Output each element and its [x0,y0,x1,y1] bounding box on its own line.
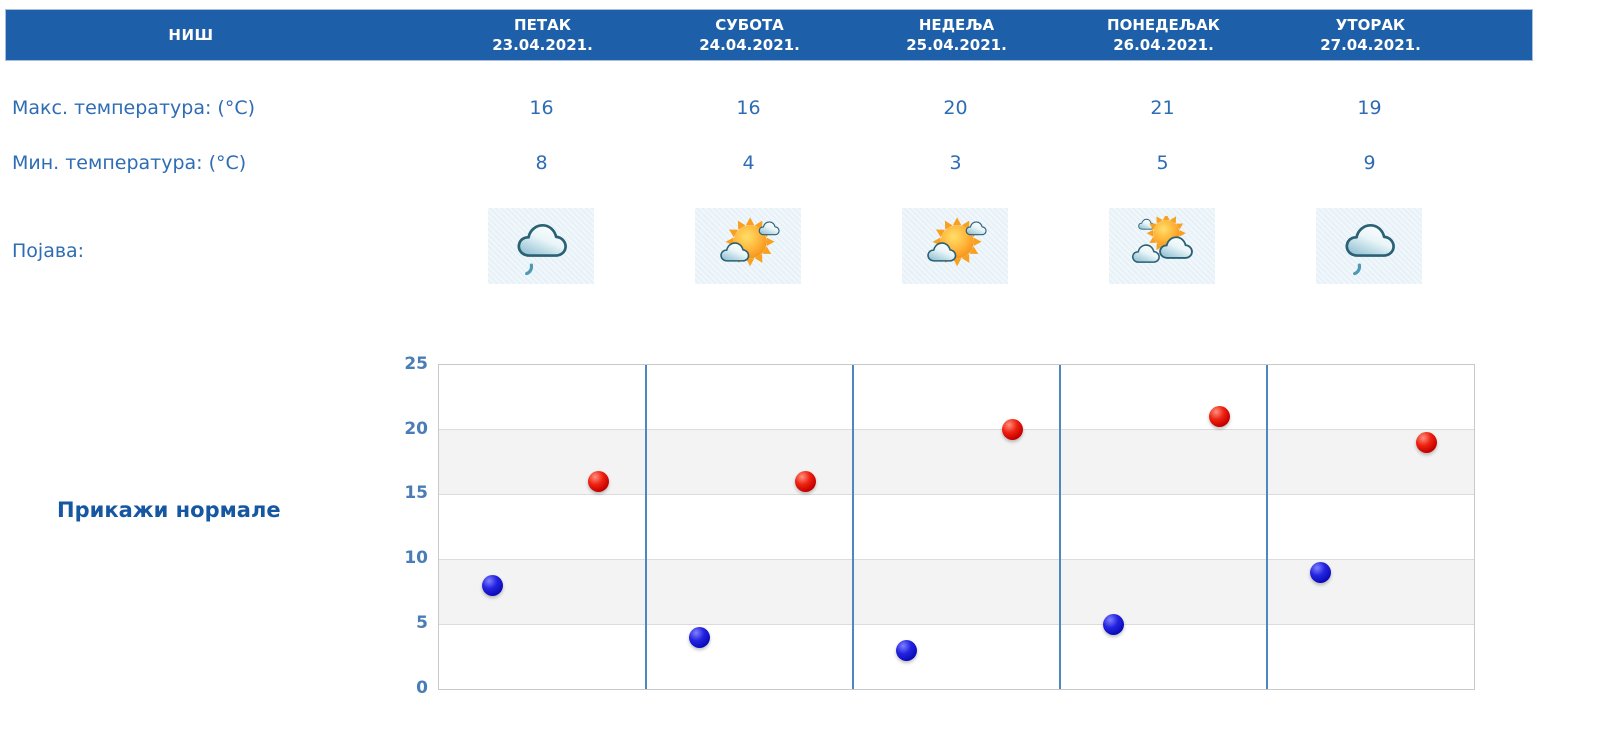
min-temp-value: 5 [1156,152,1169,174]
y-axis-tick: 10 [404,548,428,568]
cloud-drizzle-icon [1316,208,1422,284]
max-temp-dot [1208,406,1230,428]
day-name: СУБОТА [715,16,784,34]
min-temp-dot [896,639,918,661]
day-header: ПЕТАК 23.04.2021. [439,10,646,60]
day-name: УТОРАК [1335,16,1406,34]
max-temp-value: 19 [1357,97,1382,119]
day-name: ПЕТАК [514,16,571,34]
day-date: 24.04.2021. [699,36,800,54]
max-temp-value: 20 [943,97,968,119]
min-temp-label: Мин. температура: (°C) [12,152,247,174]
min-temp-dot [1103,613,1125,635]
min-temp-value: 9 [1363,152,1376,174]
day-date: 23.04.2021. [492,36,593,54]
max-temp-dot [1001,419,1023,441]
max-temp-value: 21 [1150,97,1175,119]
max-temp-dot [1415,432,1437,454]
max-temp-value: 16 [529,97,554,119]
day-separator-line [645,365,647,689]
chart-plot-area [438,364,1475,690]
day-header: ПОНЕДЕЉАК 26.04.2021. [1060,10,1267,60]
day-separator-line [1266,365,1268,689]
min-temp-value: 8 [535,152,548,174]
day-date: 26.04.2021. [1113,36,1214,54]
max-temp-value: 16 [736,97,761,119]
day-header: НЕДЕЉА 25.04.2021. [853,10,1060,60]
min-temp-dot [482,574,504,596]
day-name: ПОНЕДЕЉАК [1107,16,1220,34]
y-axis-tick: 5 [416,613,428,633]
day-header: УТОРАК 27.04.2021. [1267,10,1474,60]
show-normals-link[interactable]: Прикажи нормале [57,498,281,522]
forecast-header-bar: НИШ ПЕТАК 23.04.2021. СУБОТА 24.04.2021.… [5,9,1533,61]
max-temp-dot [794,471,816,493]
phenomenon-label: Појава: [12,240,85,262]
min-temp-value: 4 [742,152,755,174]
day-date: 25.04.2021. [906,36,1007,54]
day-date: 27.04.2021. [1320,36,1421,54]
min-temp-dot [1310,561,1332,583]
sun-clouds-icon [695,208,801,284]
city-name: НИШ [168,26,214,44]
y-axis-tick: 20 [404,419,428,439]
clouds-sun-icon [1109,208,1215,284]
max-temp-label: Макс. температура: (°C) [12,97,255,119]
y-axis-tick: 0 [416,678,428,698]
min-temp-dot [689,626,711,648]
min-temp-value: 3 [949,152,962,174]
sun-clouds-icon [902,208,1008,284]
max-temp-dot [587,471,609,493]
day-header: СУБОТА 24.04.2021. [646,10,853,60]
day-separator-line [852,365,854,689]
cloud-drizzle-icon [488,208,594,284]
y-axis-tick: 25 [404,354,428,374]
y-axis-tick: 15 [404,483,428,503]
day-name: НЕДЕЉА [918,16,995,34]
day-separator-line [1059,365,1061,689]
